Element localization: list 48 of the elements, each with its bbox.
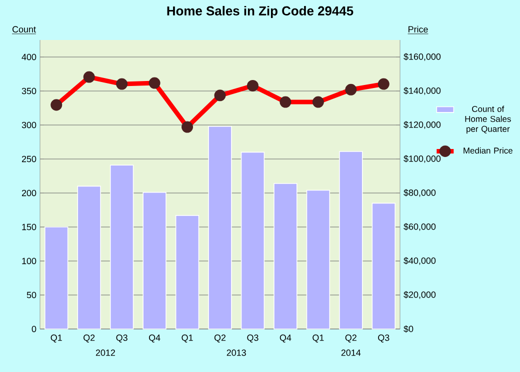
x-tick-label: Q1 — [312, 334, 324, 342]
x-tick-label: Q3 — [247, 334, 258, 342]
x-tick-label: Q2 — [345, 334, 356, 342]
legend-label: Count of Home Sales per Quarter — [465, 106, 511, 134]
y-tick-label: 350 — [22, 88, 36, 94]
y2-tick-label: $140,000 — [404, 87, 441, 95]
x-tick-label: Q3 — [378, 334, 390, 342]
text: 2013 — [226, 350, 246, 356]
y-axis-title: Count — [12, 26, 36, 32]
bar — [240, 152, 265, 330]
bar — [339, 151, 363, 330]
y-tick-label: 300 — [22, 122, 36, 128]
y2-tick-label: $40,000 — [404, 257, 436, 265]
y2-tick-label: $160,000 — [404, 53, 441, 61]
y2-tick-label: $20,000 — [404, 291, 436, 299]
y-tick-label: 50 — [26, 292, 36, 298]
y-tick-label: 250 — [22, 156, 36, 162]
text: 2014 — [341, 350, 361, 356]
y-tick-label: 200 — [22, 190, 36, 196]
y2-tick-label: $0 — [404, 325, 414, 333]
bar — [306, 190, 330, 330]
bar — [142, 192, 166, 330]
y2-tick-label: $100,000 — [404, 155, 441, 163]
x-tick-label: Q1 — [50, 334, 62, 342]
y-tick-label: 100 — [22, 258, 36, 264]
y2-axis-title: Price — [408, 26, 428, 32]
bar — [274, 183, 298, 330]
x-tick-label: Q2 — [214, 334, 226, 342]
y2-tick-label: $80,000 — [404, 189, 436, 197]
y2-tick-label: $120,000 — [404, 121, 441, 129]
x-tick-label: Q2 — [84, 334, 95, 342]
bar — [44, 226, 68, 330]
bar — [110, 164, 134, 330]
y-tick-label: 150 — [22, 224, 36, 230]
y-tick-label: 0 — [32, 326, 36, 332]
text: 2012 — [96, 350, 115, 356]
bar — [175, 215, 200, 330]
legend-label: Median Price — [464, 147, 512, 154]
bar — [77, 186, 101, 330]
y-tick-label: 400 — [22, 54, 36, 60]
bar — [372, 202, 396, 330]
x-tick-label: Q4 — [280, 334, 292, 342]
x-tick-label: Q4 — [148, 334, 160, 342]
x-tick-label: Q3 — [116, 334, 128, 342]
bar — [208, 126, 232, 330]
y2-tick-label: $60,000 — [404, 223, 436, 231]
x-tick-label: Q1 — [182, 334, 193, 342]
chart-title: Home Sales in Zip Code 29445 — [167, 6, 354, 18]
